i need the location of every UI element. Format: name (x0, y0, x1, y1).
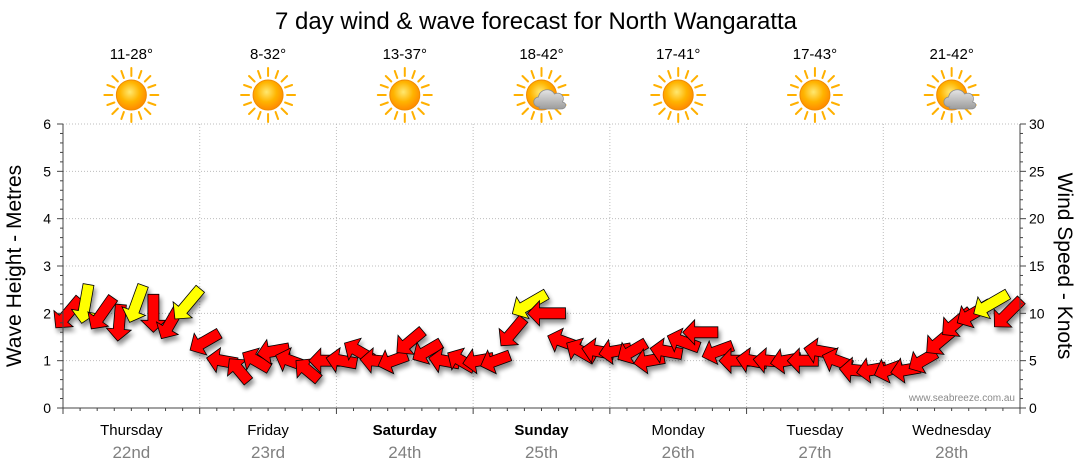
sun-shape (786, 67, 843, 123)
day-date-label: 25th (525, 443, 558, 462)
right-tick-label: 15 (1029, 258, 1045, 274)
day-weather-header: 11-28° 8-32° 13-37° 18-42° 17-41° 17-43° 21-42… (103, 46, 980, 123)
right-tick-label: 0 (1029, 400, 1037, 416)
day-name-label: Saturday (373, 422, 438, 439)
sun-shape (240, 67, 297, 123)
wind-arrow (526, 299, 566, 327)
wind-arrow (295, 358, 323, 385)
day-name-label: Sunday (514, 422, 569, 439)
sun-icon (786, 67, 843, 123)
right-tick-label: 25 (1029, 163, 1045, 179)
right-axis-title: Wind Speed - Knots (1053, 173, 1076, 360)
day-name-label: Tuesday (786, 422, 843, 439)
wind-arrow (256, 338, 291, 366)
right-y-ticks: 0 5 10 15 20 25 30 (1020, 116, 1045, 416)
wind-arrow (396, 326, 427, 355)
wind-arrow (649, 337, 684, 364)
sun-icon (103, 67, 160, 123)
wind-arrow (617, 337, 650, 365)
sun-shape (650, 67, 707, 123)
wind-arrow (682, 318, 719, 346)
wind-arrow (993, 295, 1026, 328)
x-day-ticks (62, 408, 1021, 414)
wind-arrow (412, 337, 445, 365)
sun-shape (376, 67, 433, 123)
left-tick-label: 2 (43, 305, 51, 321)
left-tick-label: 3 (43, 258, 51, 274)
day-temp-label: 18-42° (519, 46, 563, 63)
wind-arrow (701, 339, 736, 366)
day-name-label: Wednesday (912, 422, 991, 439)
day-temp-label: 17-43° (793, 46, 837, 63)
wind-arrow (480, 349, 513, 375)
wind-arrow (511, 288, 550, 320)
day-temp-label: 21-42° (929, 46, 973, 63)
wind-arrow (121, 282, 149, 323)
plot-area: 0 1 2 3 4 5 6 0 5 10 15 20 25 30 www.seabreeze.com.a… (43, 116, 1045, 416)
wind-arrow (139, 293, 167, 333)
sun-cloud-icon (923, 67, 980, 123)
day-temp-label: 8-32° (250, 46, 286, 63)
chart-title: 7 day wind & wave forecast for North Wan… (275, 8, 798, 35)
right-tick-label: 10 (1029, 305, 1045, 321)
day-date-label: 24th (388, 443, 421, 462)
sun-shape (103, 67, 160, 123)
sun-icon (376, 67, 433, 123)
wind-arrow (87, 294, 119, 330)
wind-arrow (53, 294, 85, 329)
sun-cloud-icon (513, 67, 570, 123)
wind-arrow (666, 327, 702, 354)
left-axis-title: Wave Height - Metres (3, 165, 26, 367)
wind-arrow (172, 284, 206, 320)
day-temp-label: 17-41° (656, 46, 700, 63)
day-name-label: Monday (652, 422, 706, 439)
wind-arrow (973, 288, 1012, 320)
right-tick-label: 5 (1029, 353, 1037, 369)
sun-icon (240, 67, 297, 123)
sun-icon (650, 67, 707, 123)
wind-arrow (498, 314, 529, 347)
right-tick-label: 30 (1029, 116, 1045, 132)
credit-label: www.seabreeze.com.au (908, 393, 1015, 404)
day-temp-label: 13-37° (383, 46, 427, 63)
right-tick-label: 20 (1029, 211, 1045, 227)
day-name-label: Friday (247, 422, 289, 439)
day-date-label: 22nd (112, 443, 150, 462)
left-tick-label: 0 (43, 400, 51, 416)
day-date-label: 28th (935, 443, 968, 462)
left-y-ticks: 0 1 2 3 4 5 6 (43, 116, 63, 416)
wind-arrow (189, 327, 223, 356)
left-tick-label: 4 (43, 211, 51, 227)
day-labels: Thursday 22nd Friday 23rd Saturday 24th Sunday… (100, 422, 992, 462)
left-tick-label: 5 (43, 163, 51, 179)
left-tick-label: 6 (43, 116, 51, 132)
day-date-label: 26th (662, 443, 695, 462)
wind-arrow (227, 358, 254, 386)
wind-arrow (325, 346, 359, 374)
left-tick-label: 1 (43, 353, 51, 369)
wind-arrows (53, 282, 1026, 386)
day-name-label: Thursday (100, 422, 163, 439)
day-date-label: 27th (798, 443, 831, 462)
day-date-label: 23rd (251, 443, 285, 462)
day-temp-label: 11-28° (110, 46, 153, 63)
